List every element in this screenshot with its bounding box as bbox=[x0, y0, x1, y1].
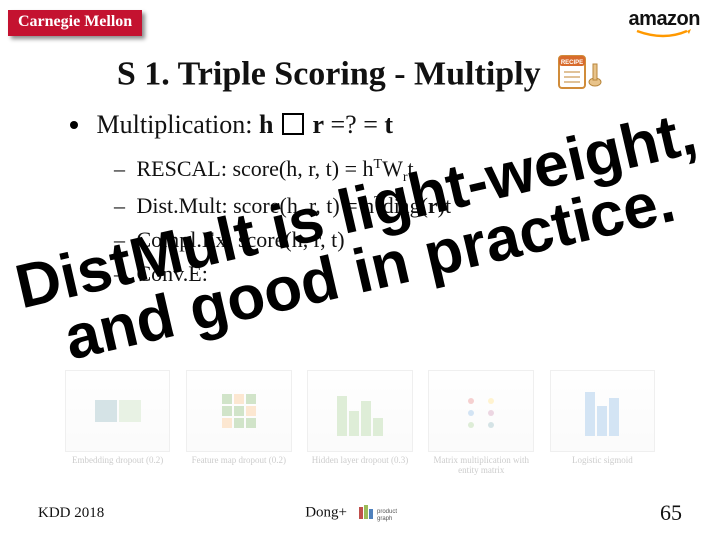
fig-matmul: Matrix multiplication with entity matrix bbox=[424, 370, 539, 500]
bullet-dot-icon bbox=[70, 121, 78, 129]
footer-center-text: Dong+ bbox=[305, 504, 347, 520]
bullet-h: h bbox=[259, 110, 273, 139]
amazon-logo: amazon bbox=[629, 8, 700, 37]
bg-figures: Embedding dropout (0.2) Feature map drop… bbox=[60, 370, 660, 500]
fig-sigmoid: Logistic sigmoid bbox=[545, 370, 660, 500]
svg-text:RECIPE: RECIPE bbox=[561, 60, 583, 66]
method-item: – Conv.E: bbox=[114, 257, 451, 291]
svg-text:product: product bbox=[377, 509, 397, 515]
method-item: – Compl.Ex: score(h, r, t) bbox=[114, 223, 451, 257]
bullet-t: t bbox=[384, 110, 393, 139]
bullet-mid: =? = bbox=[331, 110, 385, 139]
cmu-logo: Carnegie Mellon bbox=[8, 10, 142, 36]
recipe-icon: RECIPE bbox=[555, 52, 603, 101]
method-name: RESCAL bbox=[137, 156, 221, 181]
page-number: 65 bbox=[660, 500, 682, 526]
bullet-r: r bbox=[312, 110, 324, 139]
method-name: Dist.Mult bbox=[137, 193, 222, 218]
productgraph-icon: product graph bbox=[359, 504, 415, 522]
method-name: Compl.Ex bbox=[137, 227, 227, 252]
method-name: Conv.E bbox=[137, 261, 202, 286]
amazon-text: amazon bbox=[629, 8, 700, 31]
fig-hidden: Hidden layer dropout (0.3) bbox=[302, 370, 417, 500]
box-op-icon bbox=[282, 113, 304, 135]
bullet-lead: Multiplication: bbox=[97, 110, 260, 139]
fig-embedding: Embedding dropout (0.2) bbox=[60, 370, 175, 500]
main-bullet: Multiplication: h r =? = t bbox=[70, 110, 393, 140]
method-list: – RESCAL: score(h, r, t) = hTWrt – Dist.… bbox=[114, 152, 451, 291]
method-item: – RESCAL: score(h, r, t) = hTWrt bbox=[114, 152, 451, 189]
svg-text:graph: graph bbox=[377, 516, 392, 522]
method-item: – Dist.Mult: score(h, r, t) = hTdiag(r)t bbox=[114, 189, 451, 223]
title-text: S 1. Triple Scoring - Multiply bbox=[117, 55, 541, 92]
fig-featuremap: Feature map dropout (0.2) bbox=[181, 370, 296, 500]
slide-title: S 1. Triple Scoring - Multiply RECIPE bbox=[0, 52, 720, 101]
footer-center: Dong+ product graph bbox=[0, 504, 720, 522]
